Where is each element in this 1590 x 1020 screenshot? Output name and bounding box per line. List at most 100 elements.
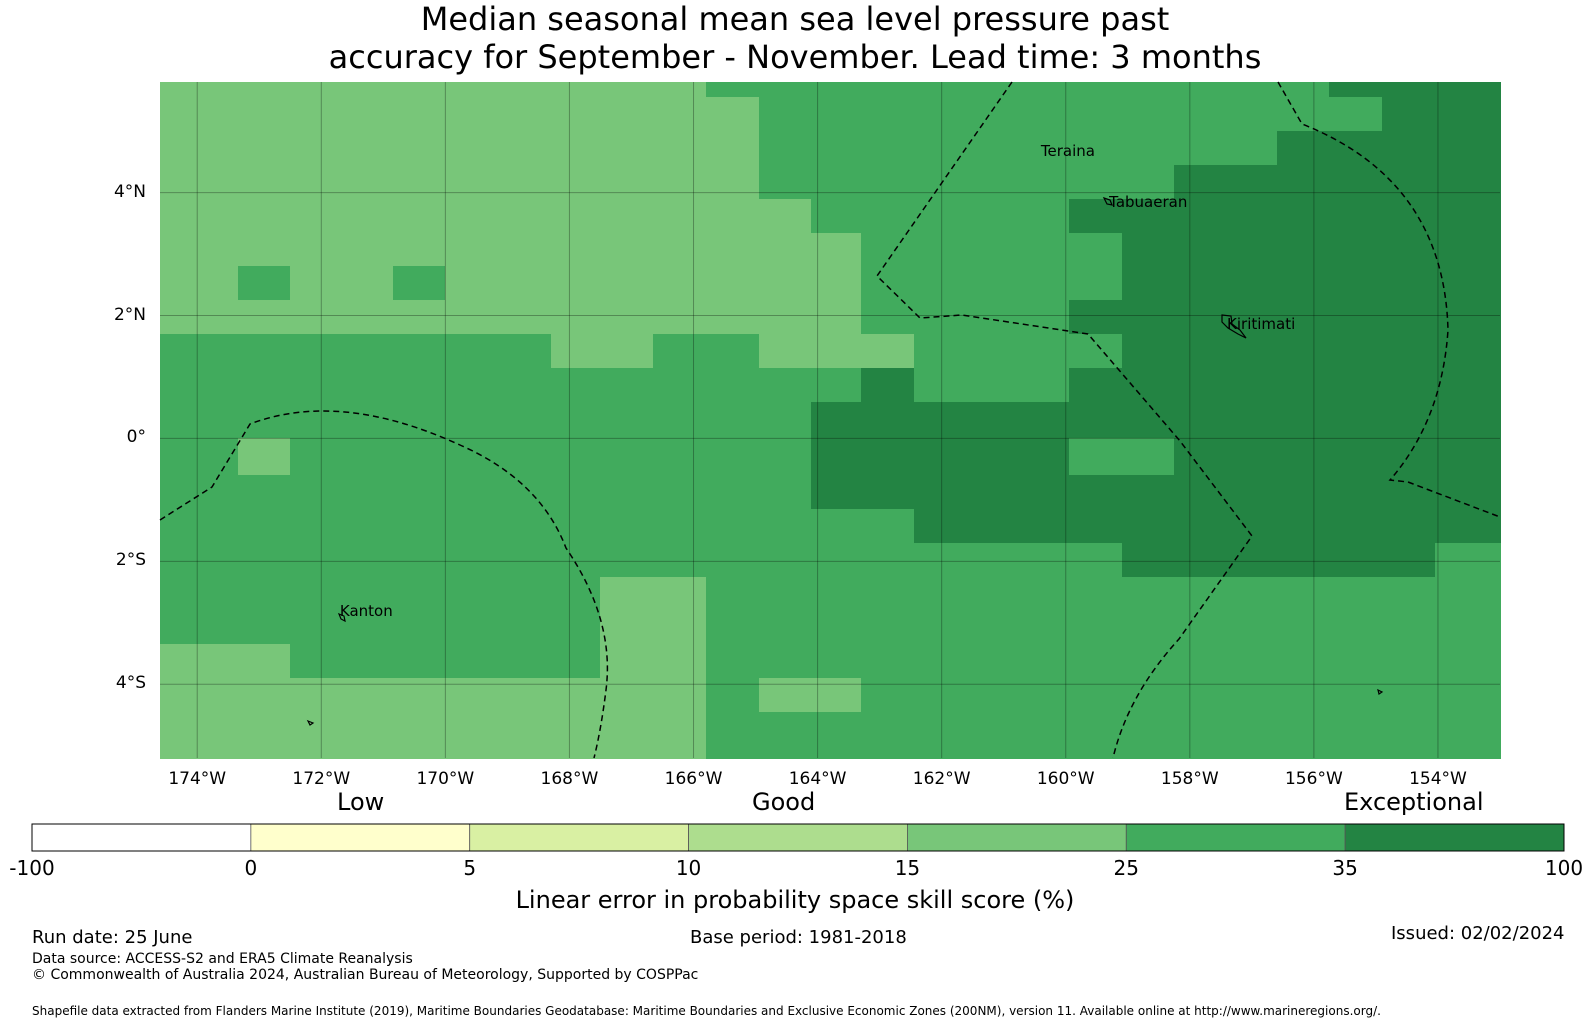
skill-cell [290,97,341,132]
place-label: Tabuaeran [1109,192,1188,211]
skill-cell [445,611,499,645]
skill-cell [445,644,499,679]
skill-cell [1382,712,1436,759]
skill-cell [1382,199,1436,234]
colorbar-tick-label: 15 [894,856,921,880]
skill-cell [861,475,915,510]
eez-boundary-kanton [159,410,609,759]
skill-cell [706,334,760,369]
colorbar-tick-label: 25 [1113,856,1140,880]
skill-cell [1329,475,1383,510]
skill-cell [1069,97,1123,132]
skill-cell [1122,165,1175,200]
skill-cell [1382,300,1436,335]
skill-cell [1382,509,1436,544]
skill-cell [498,300,552,335]
skill-cell [861,165,915,200]
skill-cell [1382,678,1436,713]
skill-cell [290,475,341,510]
skill-cell [1174,97,1228,132]
skill-cell [706,712,760,759]
skill-cell [445,368,499,403]
skill-cell [290,543,341,578]
lon-tick-label: 170°W [416,769,475,789]
lon-tick-label: 172°W [292,769,351,789]
skill-cell [759,300,812,335]
skill-cell [238,577,291,612]
skill-cell [1435,712,1501,759]
skill-cell [1277,368,1330,403]
skill-cell [1174,509,1228,544]
skill-cell [706,438,760,476]
skill-cell [653,165,707,200]
skill-cell [1435,266,1501,301]
skill-cell [653,543,707,578]
skill-cell [1122,509,1175,544]
skill-cell [1122,97,1175,132]
skill-cell [653,199,707,234]
skill-cell [811,233,862,267]
skill-cell [340,233,394,267]
skill-cell [551,402,601,439]
skill-cell [914,438,967,476]
skill-cell [1174,131,1228,166]
skill-cell [1069,266,1123,301]
skill-cell [1016,678,1070,713]
skill-cell [706,82,760,98]
skill-cell [653,97,707,132]
skill-cell [653,266,707,301]
skill-cell [1227,577,1278,612]
skill-cell [759,611,812,645]
colorbar-frame [31,823,1565,852]
skill-cell [1329,678,1383,713]
skill-cell [1435,577,1501,612]
skill-cell [811,368,862,403]
skill-cell [238,300,291,335]
skill-cell [340,402,394,439]
skill-cell [1435,402,1501,439]
skill-cell [1069,82,1123,98]
skill-cell [1122,300,1175,335]
skill-cell [759,475,812,510]
skill-cell [1277,577,1330,612]
colorbar-tick-label: 100 [1544,856,1584,880]
skill-cell [290,199,341,234]
skill-cell [340,82,394,98]
skill-cell [1227,475,1278,510]
skill-cell [600,577,654,612]
skill-cell [160,131,239,166]
skill-cell [1277,678,1330,713]
map-title: Median seasonal mean sea level pressure … [0,0,1590,76]
skill-cell [653,678,707,713]
skill-cell [340,97,394,132]
skill-cell [1122,611,1175,645]
skill-cell [600,611,654,645]
skill-cell [600,300,654,335]
skill-cell [551,438,601,476]
skill-cell [1382,611,1436,645]
graticule [160,82,1500,758]
skill-cell [653,82,707,98]
skill-cell [1016,233,1070,267]
skill-cell [706,233,760,267]
skill-cell [498,644,552,679]
skill-cell [1122,368,1175,403]
skill-cell [340,438,394,476]
colorbar-title: Linear error in probability space skill … [515,886,1075,914]
skill-cell [1174,165,1228,200]
skill-cell [914,712,967,759]
lat-tick-label: 0° [126,427,146,448]
skill-cell [861,509,915,544]
skill-cell [706,368,760,403]
skill-cell [498,334,552,369]
skill-cell [759,712,812,759]
skill-cell [393,97,446,132]
skill-cell [393,199,446,234]
skill-cell [1329,509,1383,544]
skill-cell [966,644,1017,679]
skill-cell [551,543,601,578]
skill-cell [160,402,239,439]
skill-cell [1069,577,1123,612]
skill-cell [1277,475,1330,510]
